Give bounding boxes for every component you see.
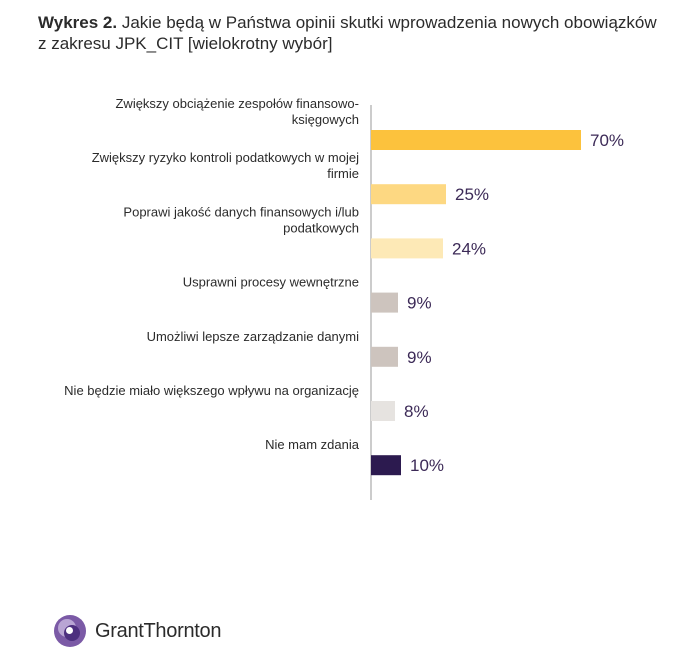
category-label-3-line-2: podatkowych — [283, 220, 359, 235]
grant-thornton-logo: GrantThornton — [53, 614, 221, 648]
value-label-4: 9% — [407, 294, 432, 313]
category-label-4-line-1: Usprawni procesy wewnętrzne — [183, 275, 359, 290]
logo-text: GrantThornton — [95, 619, 222, 642]
chart-title-prefix: Wykres 2. — [38, 13, 118, 32]
category-label-3-line-1: Poprawi jakość danych finansowych i/lub — [123, 204, 359, 219]
value-label-6: 8% — [404, 402, 429, 421]
bar-7 — [371, 455, 401, 476]
chart-title: Wykres 2. Jakie będą w Państwa opinii sk… — [38, 12, 658, 54]
bar-3 — [371, 238, 443, 259]
chart-title-text: Jakie będą w Państwa opinii skutki wprow… — [38, 13, 657, 53]
bar-chart: 70% Zwiększy obciążenie zespołów finansow… — [64, 96, 624, 500]
value-label-1: 70% — [590, 131, 624, 150]
value-label-7: 10% — [410, 456, 444, 475]
category-label-1-line-2: księgowych — [292, 112, 359, 127]
logo-icon — [54, 615, 86, 647]
category-label-2-line-2: firmie — [327, 166, 359, 181]
value-label-2: 25% — [455, 185, 489, 204]
bar-2 — [371, 184, 446, 205]
bar-6 — [371, 401, 395, 421]
bar-4 — [371, 292, 398, 313]
value-label-5: 9% — [407, 348, 432, 367]
bar-1 — [371, 130, 581, 150]
category-label-5-line-1: Umożliwi lepsze zarządzanie danymi — [147, 329, 360, 344]
category-label-1-line-1: Zwiększy obciążenie zespołów finansowo- — [115, 96, 359, 111]
category-label-6-line-1: Nie będzie miało większego wpływu na org… — [64, 383, 359, 398]
value-label-3: 24% — [452, 239, 486, 258]
category-label-7-line-1: Nie mam zdania — [265, 437, 360, 452]
category-label-2-line-1: Zwiększy ryzyko kontroli podatkowych w m… — [92, 150, 359, 165]
bar-5 — [371, 346, 398, 367]
